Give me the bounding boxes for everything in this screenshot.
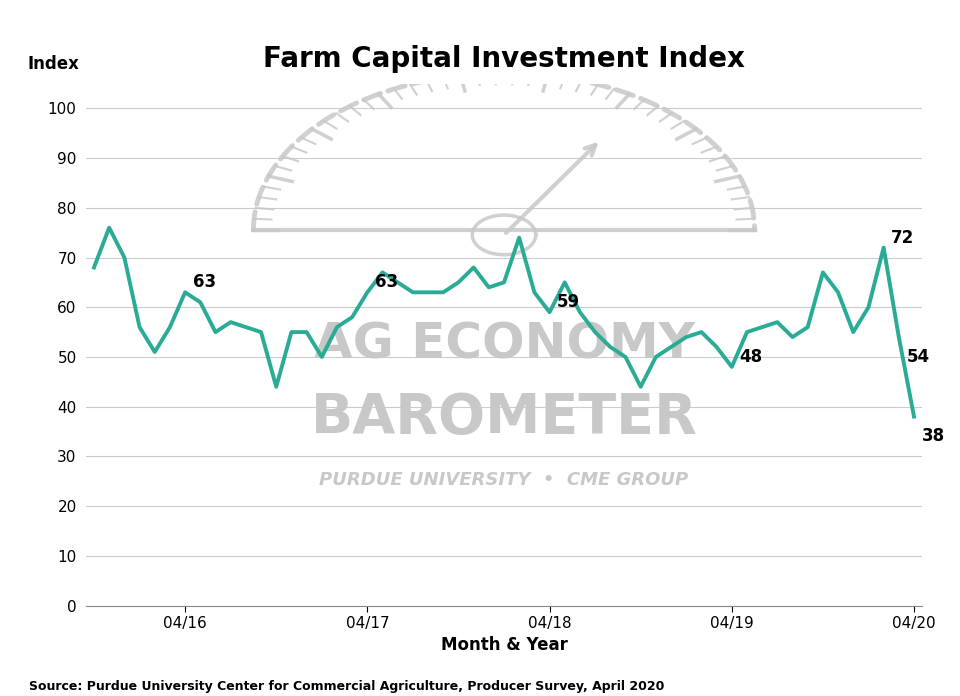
- Text: 72: 72: [891, 228, 915, 246]
- Title: Farm Capital Investment Index: Farm Capital Investment Index: [263, 45, 745, 73]
- Text: 38: 38: [922, 427, 945, 445]
- Text: 59: 59: [557, 293, 580, 311]
- Text: BAROMETER: BAROMETER: [311, 390, 697, 445]
- Text: Index: Index: [28, 55, 80, 73]
- X-axis label: Month & Year: Month & Year: [441, 637, 567, 654]
- Text: 63: 63: [375, 274, 398, 292]
- Text: 54: 54: [906, 348, 929, 366]
- Text: 48: 48: [739, 348, 762, 366]
- Text: 63: 63: [193, 274, 216, 292]
- Text: PURDUE UNIVERSITY  •  CME GROUP: PURDUE UNIVERSITY • CME GROUP: [320, 471, 688, 489]
- Text: Source: Purdue University Center for Commercial Agriculture, Producer Survey, Ap: Source: Purdue University Center for Com…: [29, 679, 664, 693]
- Text: AG ECONOMY: AG ECONOMY: [314, 321, 694, 368]
